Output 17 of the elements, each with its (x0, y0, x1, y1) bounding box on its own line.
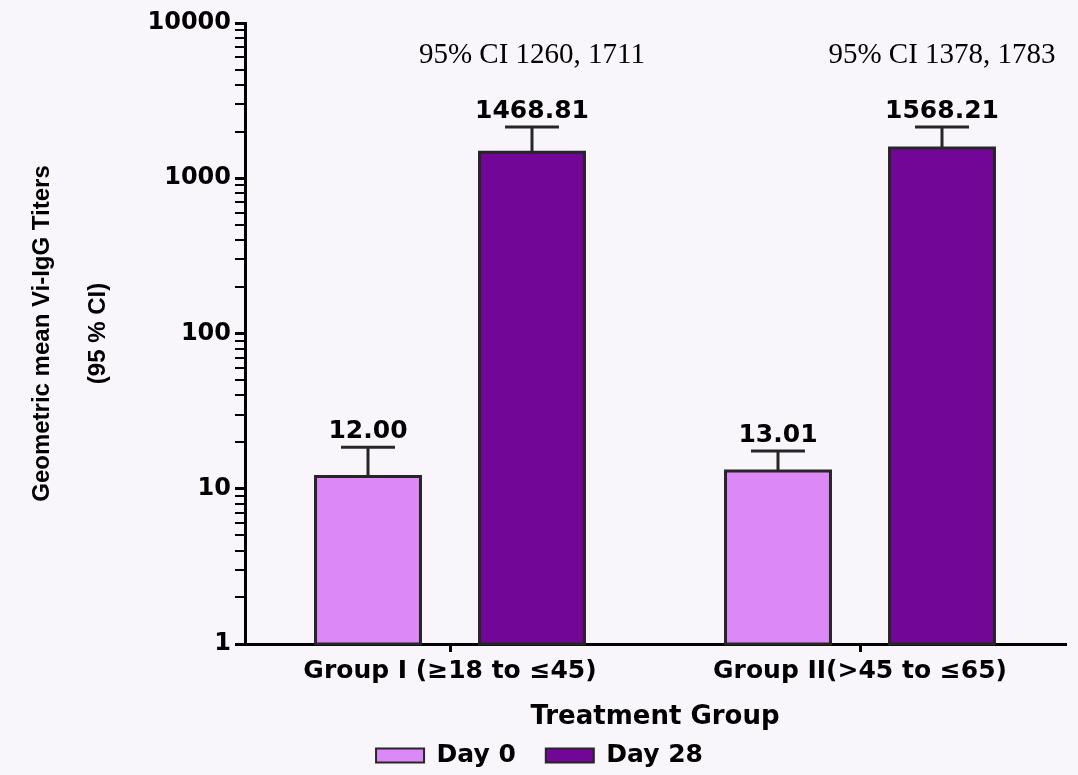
legend-label: Day 28 (606, 739, 703, 768)
x-axis-title: Treatment Group (530, 700, 780, 731)
data-label: 12.00 (328, 415, 408, 445)
x-tick-label: Group I (≥18 to ≤45) (303, 654, 597, 684)
y-tick-label: 100 (180, 317, 231, 346)
y-tick-label: 10 (197, 472, 231, 501)
data-label: 13.01 (738, 419, 818, 449)
text: Geometric mean Vi-IgG Titers (95 % CI) (26, 165, 111, 502)
y-tick-label: 1 (214, 628, 231, 657)
y-tick-label: 1000 (164, 162, 231, 191)
legend-label: Day 0 (436, 739, 516, 768)
y-tick-label: 10000 (147, 7, 231, 36)
x-tick-label: Group II(>45 to ≤65) (713, 654, 1007, 684)
data-label: 1568.21 (885, 94, 999, 124)
data-label: 1468.81 (475, 94, 589, 124)
annotation: 95% CI 1378, 1783 (828, 36, 1056, 69)
annotation: 95% CI 1260, 1711 (418, 36, 646, 69)
